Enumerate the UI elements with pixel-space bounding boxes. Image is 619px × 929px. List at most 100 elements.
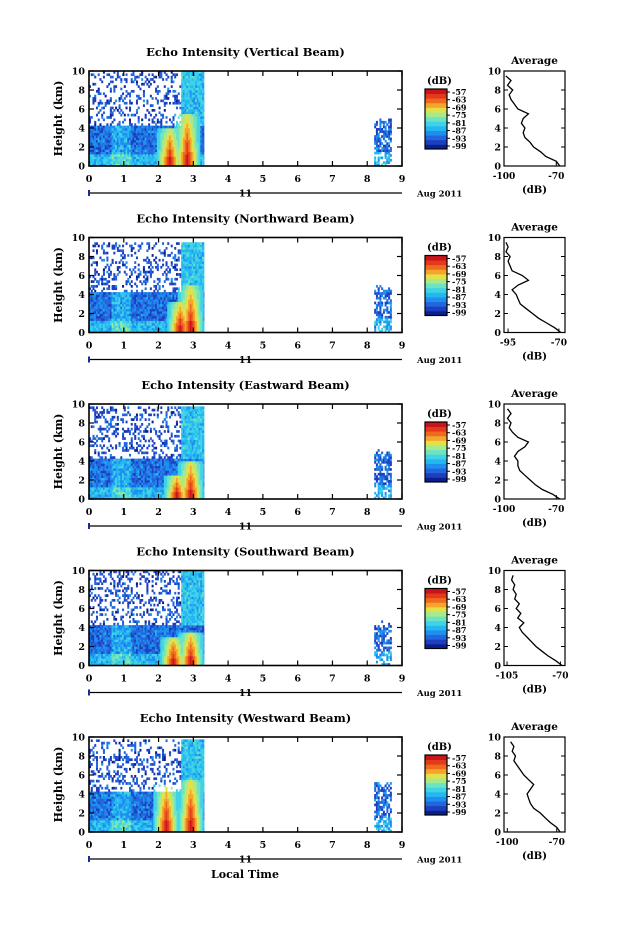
heatmap-cell — [193, 97, 196, 100]
heatmap-cell — [108, 73, 111, 77]
heatmap-cell — [175, 294, 178, 298]
heatmap-cell — [102, 320, 105, 324]
heatmap-cell — [182, 158, 185, 162]
heatmap-cell — [115, 444, 118, 448]
heatmap-cell — [135, 144, 138, 148]
heatmap-cell — [177, 308, 180, 312]
heatmap-cell — [174, 301, 177, 305]
heatmap-cell — [146, 461, 149, 464]
heatmap-cell — [97, 158, 100, 162]
heatmap-cell — [122, 323, 125, 326]
heatmap-cell — [196, 261, 199, 264]
heatmap-cell — [384, 163, 387, 166]
heatmap-cell — [113, 85, 116, 88]
heatmap-cell — [191, 301, 194, 305]
heatmap-cell — [175, 147, 178, 150]
heatmap-cell — [116, 496, 119, 499]
heatmap-cell — [122, 285, 125, 288]
heatmap-cell — [377, 311, 380, 314]
heatmap-cell — [158, 128, 161, 131]
heatmap-cell — [89, 125, 92, 129]
heatmap-cell — [149, 104, 152, 107]
heatmap-cell — [184, 261, 187, 264]
heatmap-cell — [135, 139, 138, 143]
colorbar: -57-63-69-75-81-87-93-99 — [424, 254, 467, 318]
heatmap-cell — [116, 458, 119, 462]
heatmap-cell — [158, 132, 161, 136]
date-day-label: 11 — [239, 189, 252, 200]
heatmap-cell — [122, 301, 125, 305]
heatmap-cell — [108, 463, 111, 467]
heatmap-cell — [122, 142, 125, 145]
heatmap-cell — [115, 149, 118, 153]
heatmap-cell — [174, 144, 177, 148]
heatmap-cell — [188, 151, 191, 155]
heatmap-cell — [106, 147, 109, 150]
heatmap-cell — [134, 491, 137, 495]
heatmap-cell — [186, 132, 189, 136]
heatmap-cell — [123, 480, 126, 483]
heatmap-cell — [148, 315, 151, 319]
heatmap-cell — [97, 282, 100, 286]
heatmap-cell — [384, 156, 387, 160]
heatmap-cell — [195, 118, 198, 122]
heatmap-cell — [149, 427, 152, 431]
heatmap-cell — [135, 275, 138, 279]
heatmap-cell — [144, 463, 147, 467]
heatmap-cell — [130, 249, 133, 253]
heatmap-cell — [134, 480, 137, 483]
heatmap-cell — [189, 263, 192, 267]
heatmap-cell — [137, 130, 140, 134]
heatmap-cell — [106, 158, 109, 162]
heatmap-cell — [174, 132, 177, 136]
heatmap-cell — [141, 480, 144, 483]
heatmap-cell — [162, 299, 165, 302]
heatmap-cell — [142, 125, 145, 129]
heatmap-cell — [118, 463, 121, 467]
heatmap-cell — [172, 142, 175, 145]
heatmap-cell — [95, 301, 98, 305]
heatmap-cell — [155, 432, 158, 436]
heatmap-cell — [198, 132, 201, 136]
heatmap-cell — [172, 301, 175, 305]
heatmap-cell — [153, 120, 156, 124]
heatmap-cell — [102, 306, 105, 310]
heatmap-cell — [181, 313, 184, 317]
heatmap-cell — [92, 249, 95, 253]
heatmap-cell — [181, 151, 184, 155]
heatmap-cell — [104, 475, 107, 478]
heatmap-cell — [148, 463, 151, 467]
heatmap-cell — [165, 323, 168, 326]
heatmap-cell — [127, 277, 130, 281]
heatmap-cell — [200, 306, 203, 310]
heatmap-cell — [130, 130, 133, 134]
heatmap-cell — [116, 427, 119, 431]
heatmap-cell — [160, 137, 163, 141]
heatmap-cell — [137, 406, 140, 410]
heatmap-cell — [189, 315, 192, 319]
heatmap-cell — [118, 461, 121, 464]
heatmap-cell — [375, 306, 378, 310]
heatmap-cell — [198, 256, 201, 260]
heatmap-cell — [109, 465, 112, 469]
heatmap-cell — [132, 484, 135, 488]
heatmap-cell — [177, 301, 180, 305]
heatmap-cell — [155, 151, 158, 155]
heatmap-cell — [202, 244, 205, 248]
heatmap-cell — [135, 468, 138, 471]
heatmap-cell — [130, 247, 133, 250]
heatmap-cell — [142, 430, 145, 433]
heatmap-cell — [89, 323, 92, 326]
heatmap-cell — [156, 315, 159, 319]
heatmap-cell — [123, 125, 126, 129]
heatmap-cell — [377, 327, 380, 331]
heatmap-cell — [200, 304, 203, 307]
heatmap-cell — [186, 273, 189, 276]
heatmap-cell — [149, 273, 152, 276]
heatmap-cell — [156, 304, 159, 307]
heatmap-cell — [95, 242, 98, 245]
heatmap-cell — [203, 268, 205, 272]
heatmap-cell — [123, 151, 126, 155]
heatmap-cell — [142, 487, 145, 490]
heatmap-cell — [165, 313, 168, 317]
